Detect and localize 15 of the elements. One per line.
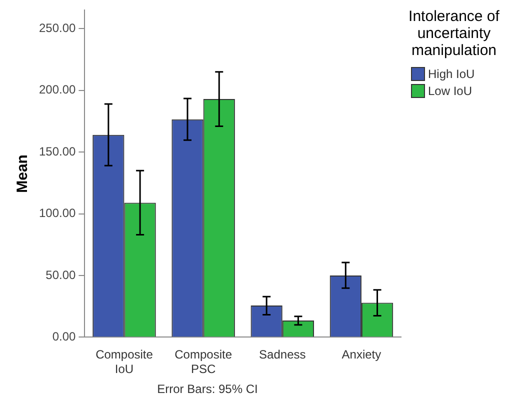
text: Error Bars: 95% CI [156,382,259,396]
x-tick-label: Composite PSC [174,348,232,376]
y-tick-label: 250.00 [39,21,76,36]
legend-title: Intolerance of uncertainty manipulation [408,8,500,59]
y-tick-label: 100.00 [39,206,76,220]
y-axis-title: Mean [14,154,32,193]
legend-label: Low IoU [428,84,472,98]
x-tick-label: Sadness [259,348,306,362]
y-tick-label: 200.00 [39,82,76,97]
y-tick-label: 150.00 [39,144,76,158]
legend-label: High IoU [428,66,475,80]
x-tick-label: Anxiety [342,348,382,362]
x-tick-label: Composite IoU [96,348,154,376]
y-tick-label: 50.00 [46,268,76,282]
y-tick-label: 0.00 [52,330,76,344]
